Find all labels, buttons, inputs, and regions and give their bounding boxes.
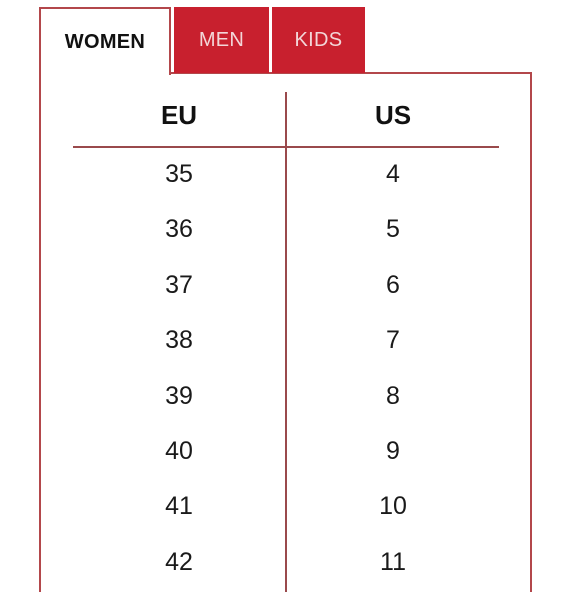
eu-size-cell: 39 [165, 381, 193, 410]
eu-size-cell: 37 [165, 270, 193, 299]
table-row: 36 5 [0, 205, 580, 260]
table-row: 42 11 [0, 538, 580, 593]
tab-women-label: WOMEN [64, 30, 146, 53]
tab-women[interactable]: WOMEN [39, 7, 171, 75]
eu-size-cell: 41 [165, 492, 193, 521]
us-size-cell: 8 [386, 381, 400, 410]
column-header-us: US [374, 100, 412, 130]
tab-men-label: MEN [198, 28, 245, 51]
eu-size-cell: 42 [165, 547, 193, 576]
column-divider [285, 92, 287, 592]
tab-men[interactable]: MEN [174, 7, 269, 73]
tab-kids-label: KIDS [294, 28, 343, 51]
table-row: 41 10 [0, 482, 580, 537]
eu-size-cell: 40 [165, 436, 193, 465]
table-row: 40 9 [0, 427, 580, 482]
table-row: 38 7 [0, 316, 580, 371]
eu-size-cell: 35 [165, 160, 193, 188]
us-size-cell: 6 [386, 270, 400, 299]
eu-size-cell: 38 [165, 326, 193, 355]
table-row: 37 6 [0, 261, 580, 316]
us-size-cell: 9 [386, 436, 400, 465]
header-divider [73, 146, 499, 148]
us-size-cell: 7 [386, 326, 400, 355]
column-header-eu: EU [160, 100, 198, 130]
us-size-cell: 4 [386, 160, 400, 188]
table-row: 39 8 [0, 372, 580, 427]
table-row: 35 4 [0, 150, 580, 205]
eu-size-cell: 36 [165, 215, 193, 244]
tab-kids[interactable]: KIDS [272, 7, 365, 73]
us-size-cell: 5 [386, 215, 400, 244]
size-table-body: 35 4 36 5 37 6 38 7 39 8 40 9 41 10 42 1… [0, 150, 580, 593]
us-size-cell: 11 [380, 547, 406, 576]
us-size-cell: 10 [379, 492, 407, 521]
